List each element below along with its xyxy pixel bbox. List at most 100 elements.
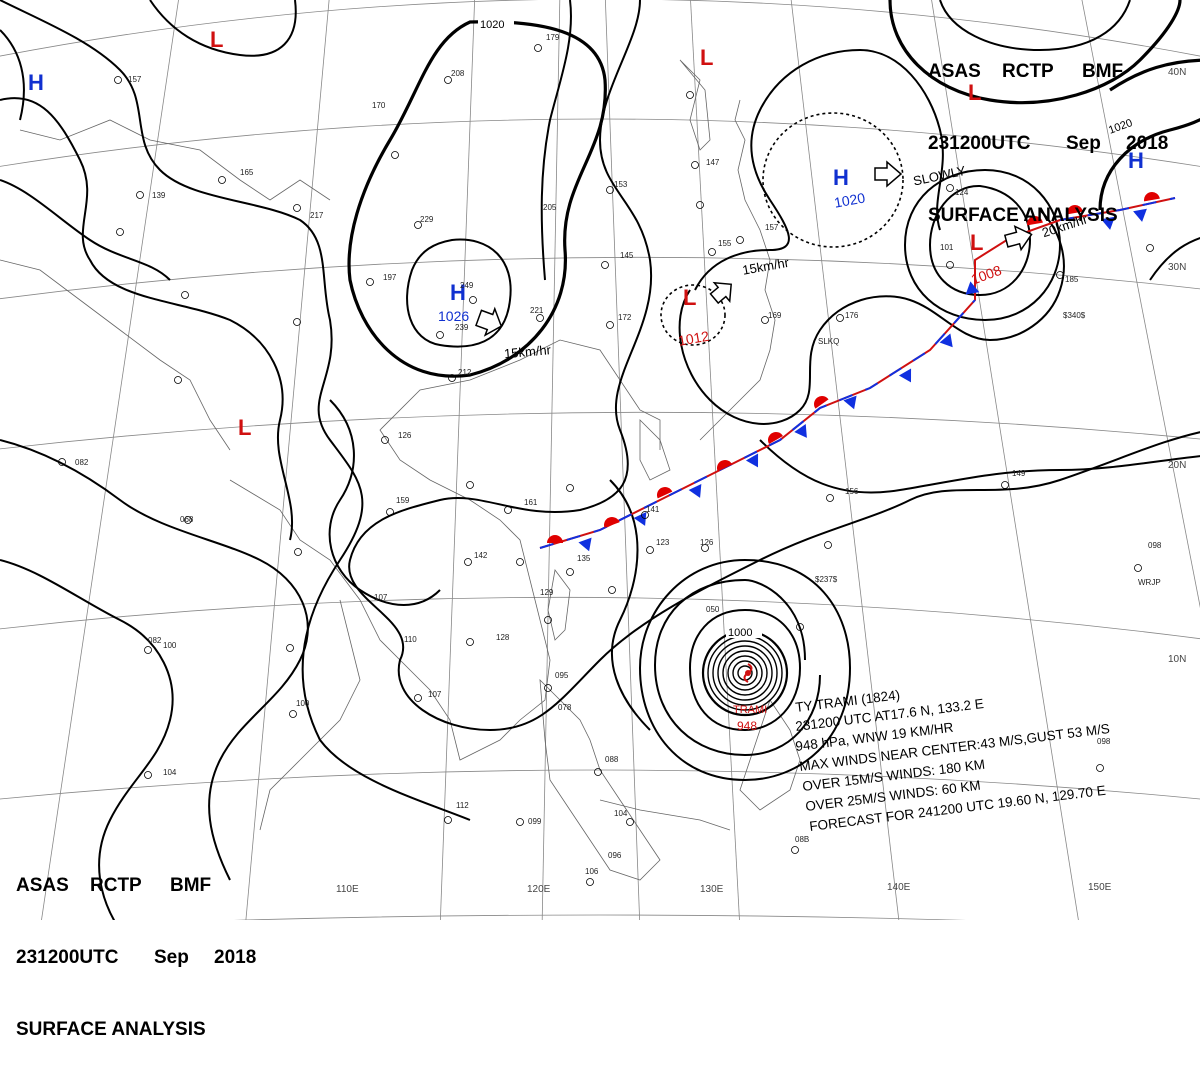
typhoon-name: TRAMI [733, 704, 767, 716]
low-pressure-marker: L [210, 27, 223, 52]
station-marker [294, 205, 301, 212]
station-marker [387, 509, 394, 516]
header-month: Sep [1066, 132, 1126, 156]
station-label: 159 [396, 496, 410, 505]
high-pressure-marker: H [28, 70, 44, 95]
station-marker [219, 177, 226, 184]
cold-front-pip [689, 484, 707, 501]
station-marker [287, 645, 294, 652]
station-label: 147 [706, 158, 720, 167]
station-label: 110 [404, 635, 417, 644]
station-marker [517, 819, 524, 826]
header-month: Sep [154, 946, 214, 970]
station-label: 212 [458, 368, 472, 377]
station-marker [709, 249, 716, 256]
station-marker [1002, 482, 1009, 489]
station-label: 239 [455, 323, 469, 332]
station-label: 249 [460, 281, 474, 290]
station-marker [627, 819, 634, 826]
typhoon-info: TY TRAMI (1824) 231200 UTC AT17.6 N, 133… [795, 687, 1111, 834]
station-marker [182, 292, 189, 299]
station-label: 169 [768, 311, 782, 320]
lat-label-10N: 10N [1168, 654, 1186, 665]
header-year: 2018 [1126, 132, 1168, 156]
station-marker [647, 547, 654, 554]
station-marker [175, 377, 182, 384]
station-label: $237$ [815, 575, 838, 584]
station-label: 149 [1012, 469, 1026, 478]
station-label: 078 [558, 703, 572, 712]
station-label: 139 [152, 191, 166, 200]
high-pressure-marker: H [833, 165, 849, 190]
station-label: 157 [128, 75, 142, 84]
station-marker [415, 695, 422, 702]
station-label: 095 [555, 671, 569, 680]
station-label: 096 [608, 851, 622, 860]
movement-label: 15km/hr [503, 342, 552, 361]
station-marker [137, 192, 144, 199]
station-label: 104 [614, 809, 628, 818]
station-marker [827, 495, 834, 502]
lat-label-40N: 40N [1168, 67, 1186, 78]
station-marker [792, 847, 799, 854]
header-source: RCTP [90, 874, 170, 898]
station-label: 185 [1065, 275, 1079, 284]
station-marker [294, 319, 301, 326]
lon-label-140E: 140E [887, 882, 911, 893]
station-label: 129 [540, 588, 554, 597]
station-marker [1135, 565, 1142, 572]
station-label: 098 [1148, 541, 1162, 550]
station-marker [535, 45, 542, 52]
high-pressure-value: 1026 [438, 308, 469, 324]
station-label: 106 [585, 867, 599, 876]
station-label: 176 [845, 311, 859, 320]
station-label: 050 [706, 605, 720, 614]
lon-label-110E: 110E [336, 884, 359, 895]
station-label: 142 [474, 551, 488, 560]
station-label: 205 [543, 203, 557, 212]
lat-label-20N: 20N [1168, 460, 1186, 471]
station-label: 155 [718, 239, 732, 248]
isobar-label: 1000 [728, 627, 752, 639]
station-marker [437, 332, 444, 339]
header-code: BMF [1082, 60, 1123, 84]
lon-label-120E: 120E [527, 884, 551, 895]
station-marker [607, 322, 614, 329]
station-label: 208 [451, 69, 465, 78]
station-label: 082 [148, 636, 162, 645]
station-marker [517, 559, 524, 566]
station-marker [367, 279, 374, 286]
station-label: 08B [795, 835, 809, 844]
station-label: 107 [374, 593, 388, 602]
header-title: SURFACE ANALYSIS [16, 1018, 276, 1042]
station-marker [392, 152, 399, 159]
station-label: 145 [620, 251, 634, 260]
coastlines [0, 60, 800, 880]
warm-front-pip [765, 429, 783, 444]
cold-front-pip [899, 369, 917, 386]
header-source: RCTP [1002, 60, 1082, 84]
station-marker [465, 559, 472, 566]
header-time: 231200UTC [16, 946, 154, 970]
lon-label-150E: 150E [1088, 882, 1112, 893]
header-code: BMF [170, 874, 211, 898]
station-label: 153 [614, 180, 628, 189]
station-label: 088 [605, 755, 619, 764]
station-marker [687, 92, 694, 99]
station-label: 197 [383, 273, 397, 282]
station-marker [1097, 765, 1104, 772]
lat-label-30N: 30N [1168, 262, 1186, 273]
station-marker [467, 482, 474, 489]
station-marker [947, 262, 954, 269]
station-marker [505, 507, 512, 514]
lon-label-130E: 130E [700, 884, 724, 895]
station-marker [567, 485, 574, 492]
station-marker [697, 202, 704, 209]
station-label: 165 [240, 168, 254, 177]
station-label: 172 [618, 313, 632, 322]
station-label: 217 [310, 211, 324, 220]
station-marker [602, 262, 609, 269]
station-marker [470, 297, 477, 304]
station-marker [825, 542, 832, 549]
